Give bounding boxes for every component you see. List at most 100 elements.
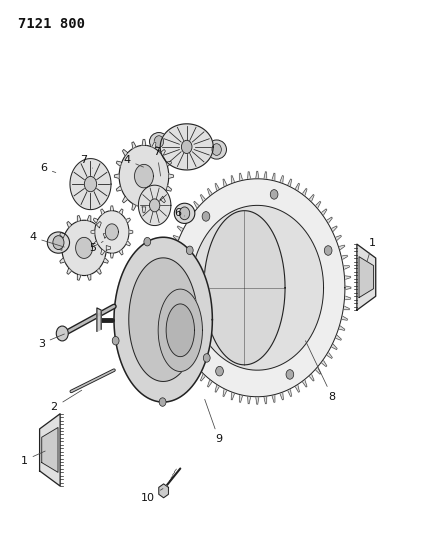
Circle shape [154, 136, 163, 148]
Polygon shape [165, 306, 172, 310]
Polygon shape [256, 171, 259, 179]
Polygon shape [170, 325, 176, 330]
Polygon shape [264, 396, 267, 403]
Text: 1: 1 [367, 238, 376, 261]
Polygon shape [167, 316, 173, 320]
Polygon shape [103, 258, 109, 263]
Circle shape [56, 326, 68, 341]
Polygon shape [97, 268, 101, 274]
Polygon shape [338, 325, 345, 330]
Polygon shape [169, 179, 345, 397]
Polygon shape [106, 224, 118, 240]
Polygon shape [331, 226, 337, 232]
Polygon shape [309, 374, 314, 381]
Text: 9: 9 [205, 399, 222, 445]
Polygon shape [164, 296, 170, 300]
Polygon shape [119, 146, 169, 207]
Polygon shape [215, 183, 220, 191]
Circle shape [112, 336, 119, 345]
Circle shape [286, 370, 294, 379]
Polygon shape [132, 204, 136, 211]
Polygon shape [169, 174, 173, 179]
Polygon shape [77, 274, 81, 280]
Polygon shape [135, 164, 154, 188]
Circle shape [53, 236, 64, 249]
Polygon shape [95, 211, 129, 253]
Polygon shape [114, 237, 212, 402]
Polygon shape [272, 394, 275, 402]
Polygon shape [302, 379, 307, 387]
Polygon shape [142, 207, 146, 213]
Polygon shape [101, 209, 105, 215]
Polygon shape [142, 140, 146, 146]
Circle shape [186, 246, 193, 255]
Text: 6: 6 [40, 163, 56, 173]
Polygon shape [287, 389, 292, 397]
Polygon shape [309, 195, 314, 202]
Polygon shape [344, 296, 350, 300]
Text: 4: 4 [123, 155, 144, 167]
Circle shape [203, 354, 210, 362]
Polygon shape [94, 241, 98, 246]
Polygon shape [341, 316, 347, 320]
Polygon shape [204, 211, 285, 365]
Polygon shape [129, 258, 198, 382]
Polygon shape [188, 209, 193, 216]
Polygon shape [177, 343, 184, 350]
Text: 7121 800: 7121 800 [18, 17, 85, 30]
Polygon shape [341, 255, 347, 260]
Text: 4: 4 [29, 232, 64, 247]
Polygon shape [101, 249, 105, 255]
Polygon shape [272, 173, 275, 181]
Polygon shape [87, 215, 91, 222]
Polygon shape [280, 392, 284, 400]
Polygon shape [239, 394, 243, 402]
Text: 2: 2 [51, 390, 82, 413]
Circle shape [212, 144, 221, 156]
Polygon shape [208, 379, 212, 387]
Polygon shape [60, 258, 65, 263]
Polygon shape [194, 201, 199, 208]
Polygon shape [315, 201, 321, 208]
Polygon shape [119, 209, 123, 215]
Polygon shape [345, 286, 351, 289]
Polygon shape [160, 124, 213, 170]
Polygon shape [77, 215, 81, 222]
Text: 8: 8 [305, 341, 335, 402]
Polygon shape [344, 276, 350, 280]
Polygon shape [191, 205, 323, 370]
Ellipse shape [207, 140, 227, 159]
Polygon shape [167, 255, 173, 260]
Polygon shape [163, 286, 169, 289]
Polygon shape [70, 159, 111, 209]
Polygon shape [166, 304, 194, 357]
Ellipse shape [174, 203, 195, 223]
Polygon shape [139, 185, 171, 225]
Polygon shape [62, 220, 106, 276]
Polygon shape [160, 196, 166, 203]
Polygon shape [60, 232, 65, 238]
Polygon shape [326, 352, 332, 358]
Polygon shape [76, 237, 93, 259]
Text: 6: 6 [175, 208, 184, 219]
Text: 7: 7 [153, 147, 160, 176]
Polygon shape [287, 179, 292, 187]
Polygon shape [223, 179, 227, 187]
Circle shape [177, 293, 184, 303]
Polygon shape [295, 183, 299, 191]
Text: 1: 1 [21, 451, 45, 465]
Polygon shape [122, 149, 128, 156]
Polygon shape [67, 221, 72, 228]
Polygon shape [208, 189, 212, 196]
Polygon shape [110, 206, 114, 211]
Polygon shape [248, 172, 251, 180]
Polygon shape [200, 374, 205, 381]
Circle shape [216, 366, 224, 376]
Polygon shape [39, 414, 60, 486]
Polygon shape [302, 189, 307, 196]
Polygon shape [335, 335, 341, 340]
Circle shape [324, 246, 332, 255]
Polygon shape [315, 367, 321, 374]
Polygon shape [122, 196, 128, 203]
Polygon shape [129, 230, 133, 234]
